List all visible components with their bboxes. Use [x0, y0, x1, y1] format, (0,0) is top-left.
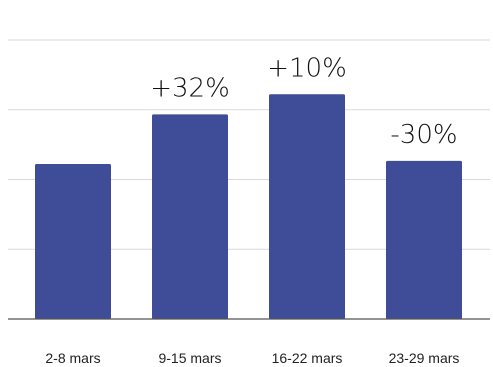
bar-data-label: -30% [390, 120, 457, 150]
x-tick-label: 9-15 mars [158, 350, 221, 366]
bars [35, 94, 462, 320]
data-labels: +32% +10% -30% [150, 53, 457, 150]
bar-data-label: +10% [267, 53, 347, 83]
x-tick-label: 16-22 mars [272, 350, 343, 366]
bar [386, 160, 462, 319]
bar [269, 94, 345, 319]
x-axis-tick-labels: 2-8 mars 9-15 mars 16-22 mars 23-29 mars [45, 350, 459, 366]
x-tick-label: 23-29 mars [389, 350, 460, 366]
bar [35, 164, 111, 319]
x-tick-label: 2-8 mars [45, 350, 100, 366]
bar [152, 114, 228, 320]
bar-data-label: +32% [150, 73, 230, 103]
